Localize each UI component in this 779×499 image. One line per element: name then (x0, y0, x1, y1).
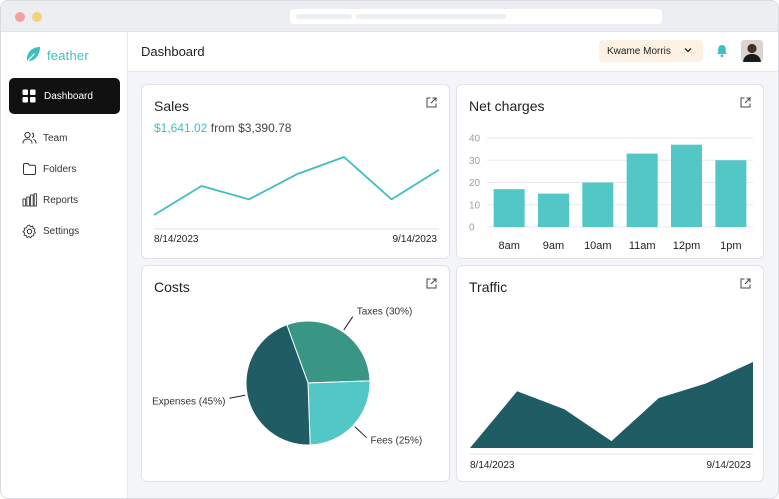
y-tick-label: 10 (469, 200, 481, 211)
pie-leader-line (229, 394, 246, 399)
external-link-icon[interactable] (426, 278, 437, 289)
pie-slice (286, 320, 371, 384)
grid-icon (22, 89, 36, 103)
address-bar[interactable] (290, 9, 662, 24)
x-tick-label: 11am (629, 240, 656, 252)
sidebar-item-reports[interactable]: Reports (22, 191, 78, 209)
external-link-icon[interactable] (426, 97, 437, 108)
pie-slice (307, 380, 371, 446)
bar (626, 153, 658, 227)
feather-icon (25, 47, 40, 64)
bar (715, 160, 747, 227)
user-dropdown[interactable]: Kwame Morris (599, 40, 703, 62)
traffic-card: Traffic 8/14/2023 9/14/2023 (456, 265, 764, 482)
costs-card: Costs Taxes (30%) Fees (25%) Expenses (45%… (141, 265, 450, 482)
sales-end-date: 9/14/2023 (392, 234, 438, 245)
bar (671, 144, 702, 227)
y-tick-label: 20 (469, 178, 481, 189)
card-title: Net charges (469, 98, 545, 114)
users-icon (22, 131, 37, 144)
x-tick-label: 12pm (673, 240, 701, 252)
bell-icon[interactable] (716, 44, 728, 58)
traffic-start-date: 8/14/2023 (470, 460, 515, 471)
sales-amount: $1,641.02 (154, 121, 208, 135)
x-tick-label: 9am (543, 240, 564, 252)
traffic-end-date: 9/14/2023 (706, 460, 752, 471)
sales-start-date: 8/14/2023 (154, 234, 199, 245)
sidebar-item-label: Settings (43, 225, 80, 237)
x-tick-label: 8am (498, 240, 519, 252)
app-logo[interactable]: feather (23, 45, 89, 65)
pie-slice-label: Expenses (45%) (152, 396, 225, 407)
gear-icon (22, 224, 36, 238)
sales-summary: $1,641.02 from $3,390.78 (154, 121, 291, 135)
avatar[interactable] (741, 40, 763, 62)
card-title: Traffic (469, 279, 508, 295)
sidebar-item-dashboard[interactable]: Dashboard (9, 78, 120, 114)
address-placeholder (356, 14, 506, 19)
sidebar-item-label: Reports (43, 194, 79, 206)
pie-slice-label: Fees (25%) (371, 436, 423, 447)
bar (582, 182, 614, 227)
user-name: Kwame Morris (607, 45, 671, 57)
sidebar: feather Dashboard Team Fol (1, 32, 128, 498)
costs-pie-chart: Taxes (30%) Fees (25%) Expenses (45%) (152, 307, 423, 447)
sidebar-item-folders[interactable]: Folders (22, 160, 76, 178)
y-tick-label: 0 (469, 223, 475, 234)
app-name: feather (47, 47, 89, 63)
y-tick-label: 30 (469, 156, 481, 167)
sales-line (153, 156, 440, 216)
traffic-area-chart (470, 362, 753, 455)
card-title: Sales (154, 98, 190, 114)
x-tick-label: 1pm (720, 240, 741, 252)
bar (493, 189, 525, 227)
sidebar-item-team[interactable]: Team (22, 129, 67, 147)
card-title: Costs (154, 279, 190, 295)
sidebar-item-label: Team (43, 132, 68, 144)
y-tick-label: 40 (469, 134, 481, 145)
sales-from: from $3,390.78 (210, 121, 292, 135)
bar-chart-icon (22, 193, 37, 207)
sidebar-item-label: Dashboard (44, 90, 93, 102)
net-charges-card: Net charges 0 10 20 30 40 8am 9am 10am 11am 12pm 1… (456, 84, 764, 259)
top-header: Dashboard Kwame Morris (128, 32, 778, 72)
sidebar-item-label: Folders (43, 163, 77, 175)
net-charges-bar-chart: 0 10 20 30 40 8am 9am 10am 11am 12pm 1pm (469, 134, 753, 252)
bar (538, 193, 569, 227)
external-link-icon[interactable] (740, 278, 751, 289)
sidebar-item-settings[interactable]: Settings (22, 222, 79, 240)
minimize-window-button[interactable] (32, 12, 42, 22)
pie-leader-line (354, 426, 367, 438)
x-tick-label: 10am (584, 240, 612, 252)
pie-leader-line (343, 316, 354, 331)
address-placeholder (296, 14, 352, 19)
user-avatar-image (741, 40, 763, 62)
close-window-button[interactable] (15, 12, 25, 22)
sales-line-chart (153, 156, 440, 230)
page-title: Dashboard (141, 44, 205, 59)
browser-titlebar (1, 1, 778, 32)
external-link-icon[interactable] (740, 97, 751, 108)
chevron-down-icon (684, 48, 692, 53)
sales-card: Sales $1,641.02 from $3,390.78 8/14/2023… (141, 84, 450, 259)
pie-slice (245, 324, 311, 446)
folder-icon (23, 163, 36, 175)
traffic-area (470, 362, 753, 448)
pie-slice-label: Taxes (30%) (357, 307, 413, 318)
